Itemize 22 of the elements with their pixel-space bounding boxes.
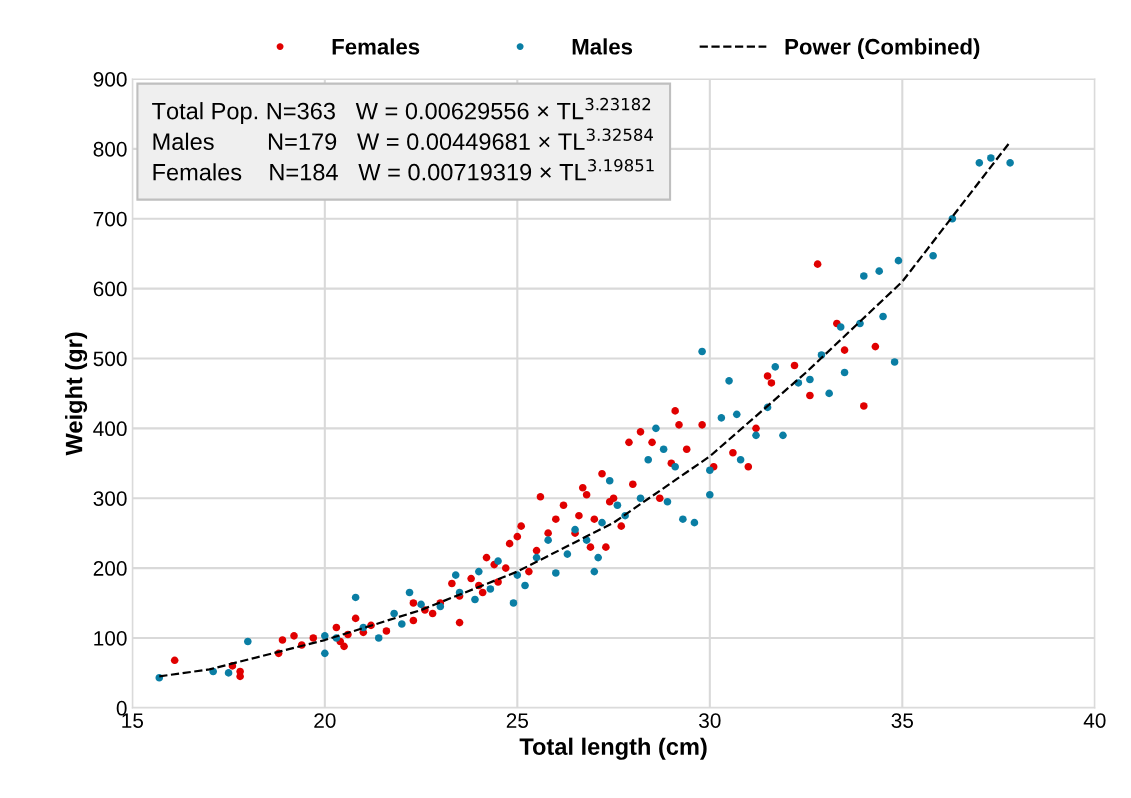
legend-label: Males (572, 38, 633, 55)
y-tick-label: 200 (93, 561, 127, 576)
y-tick-label: 400 (93, 421, 127, 437)
x-tick-label: 20 (314, 713, 336, 728)
x-tick-label: 30 (699, 713, 721, 728)
x-axis-title: Total length (cm) (519, 737, 707, 760)
x-tick-label: 35 (891, 713, 914, 728)
annotation: Total Pop. N=363 W = 0.00629556 × TL$^{3.23182}$ (152, 97, 651, 125)
y-tick-label: 500 (93, 351, 127, 367)
annotation: Males N=179 W = 0.00449681 × TL$^{3.32584}$ (153, 128, 653, 151)
y-tick-label: 800 (93, 141, 127, 157)
x-tick-label: 40 (1083, 713, 1106, 728)
legend-label: Power (Combined) (785, 38, 980, 59)
y-tick-label: 100 (94, 630, 127, 646)
annotation: Females N=184 W = 0.00719319 × TL$^{3.19851}$ (153, 159, 654, 181)
x-tick-label: 25 (506, 713, 529, 728)
legend-label: Females (332, 38, 420, 55)
y-tick-label: 900 (93, 72, 127, 87)
y-axis-title: Weight (gr) (65, 332, 88, 456)
y-tick-label: 700 (93, 211, 127, 227)
y-tick-label: 600 (93, 281, 127, 297)
y-tick-label: 300 (93, 491, 127, 506)
